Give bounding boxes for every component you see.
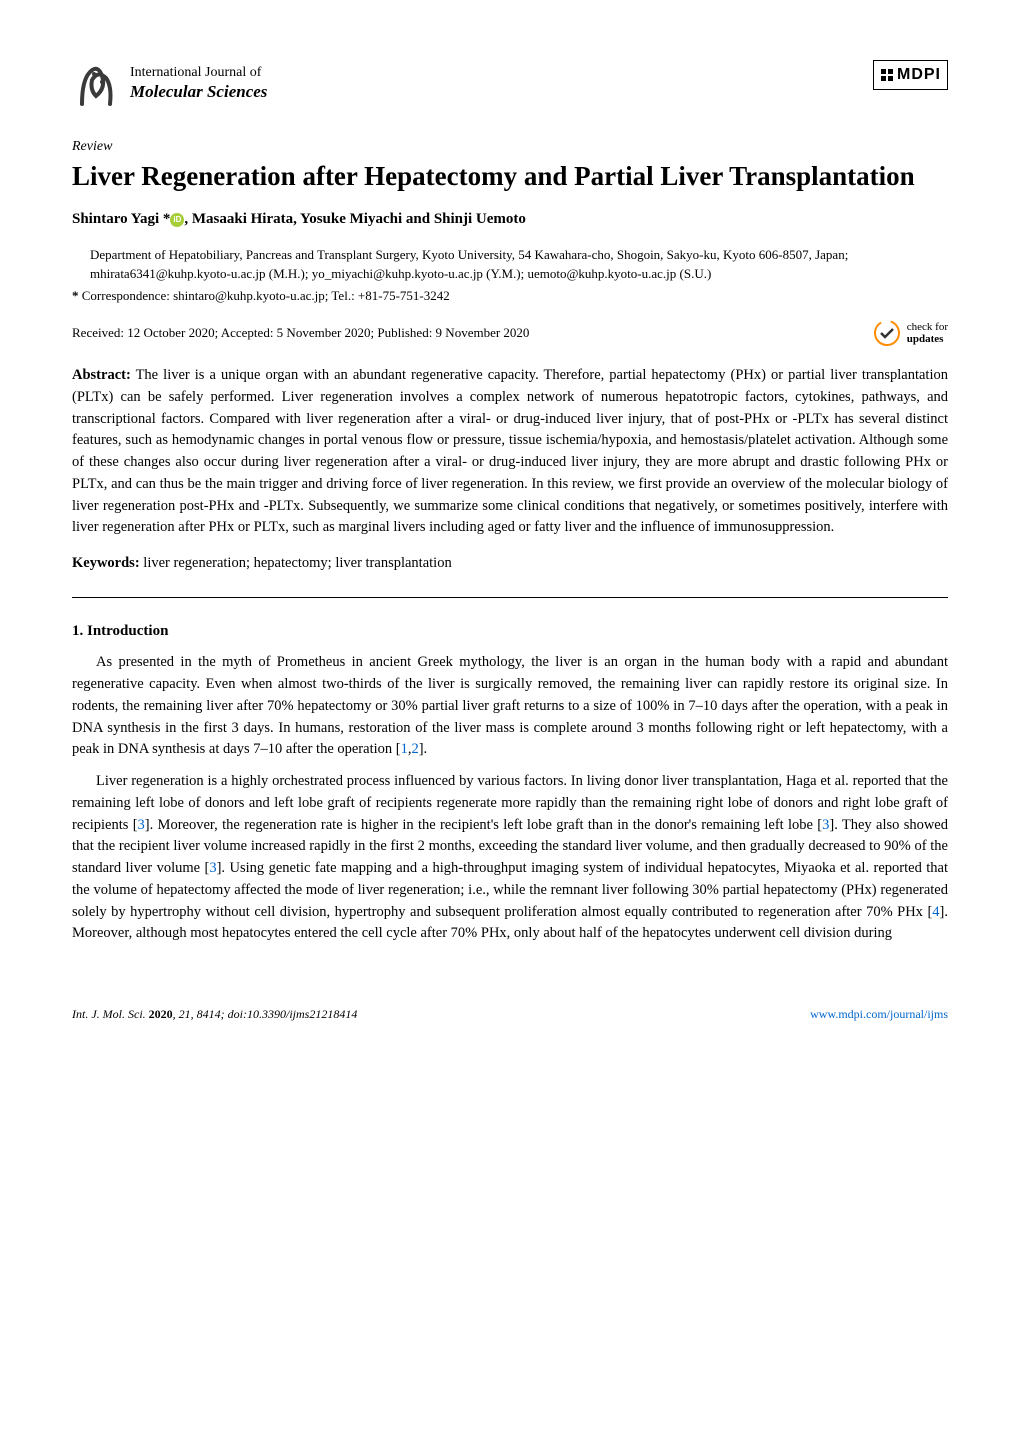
- mdpi-logo-icon: [880, 68, 894, 82]
- keywords: Keywords: liver regeneration; hepatectom…: [72, 553, 948, 575]
- check-updates-icon: [873, 319, 901, 347]
- check-updates-text: check for updates: [907, 321, 948, 345]
- author-rest: , Masaaki Hirata, Yosuke Miyachi and Shi…: [184, 211, 526, 227]
- intro-para-1-text: As presented in the myth of Prometheus i…: [72, 654, 948, 757]
- affiliation: Department of Hepatobiliary, Pancreas an…: [72, 245, 948, 284]
- publication-dates: Received: 12 October 2020; Accepted: 5 N…: [72, 323, 529, 343]
- footer-citation: , 21, 8414; doi:10.3390/ijms21218414: [173, 1007, 358, 1021]
- check-updates-line2: updates: [907, 333, 948, 345]
- footer-journal-link[interactable]: www.mdpi.com/journal/ijms: [810, 1005, 948, 1023]
- mdpi-text: MDPI: [897, 63, 941, 87]
- author-list: Shintaro Yagi * , Masaaki Hirata, Yosuke …: [72, 208, 948, 231]
- p2b: ]. Moreover, the regeneration rate is hi…: [145, 817, 822, 833]
- intro-para-1: As presented in the myth of Prometheus i…: [72, 652, 948, 761]
- check-updates-line1: check for: [907, 321, 948, 333]
- abstract-text: The liver is a unique organ with an abun…: [72, 367, 948, 535]
- check-updates-badge[interactable]: check for updates: [873, 319, 948, 347]
- header-row: International Journal of Molecular Scien…: [72, 60, 948, 108]
- journal-name: International Journal of Molecular Scien…: [130, 65, 267, 102]
- ref-link-1[interactable]: 1: [401, 741, 408, 757]
- footer: Int. J. Mol. Sci. 2020, 21, 8414; doi:10…: [72, 1005, 948, 1023]
- dates-row: Received: 12 October 2020; Accepted: 5 N…: [72, 319, 948, 347]
- journal-brand: International Journal of Molecular Scien…: [72, 60, 267, 108]
- footer-journal-abbrev: Int. J. Mol. Sci.: [72, 1007, 149, 1021]
- mdpi-logo: MDPI: [873, 60, 948, 90]
- section-separator: [72, 597, 948, 598]
- correspondence: * Correspondence: shintaro@kuhp.kyoto-u.…: [72, 286, 948, 306]
- correspondence-text: Correspondence: shintaro@kuhp.kyoto-u.ac…: [82, 288, 450, 303]
- intro-para-1-end: ].: [419, 741, 427, 757]
- orcid-icon[interactable]: [170, 213, 184, 227]
- author-lead: Shintaro Yagi *: [72, 211, 170, 227]
- abstract: Abstract: The liver is a unique organ wi…: [72, 365, 948, 539]
- keywords-label: Keywords:: [72, 555, 140, 571]
- ref-link-3c[interactable]: 3: [209, 860, 216, 876]
- article-type: Review: [72, 136, 948, 157]
- correspondence-star: *: [72, 288, 79, 303]
- journal-name-line2: Molecular Sciences: [130, 82, 267, 102]
- journal-name-line1: International Journal of: [130, 65, 267, 82]
- footer-left: Int. J. Mol. Sci. 2020, 21, 8414; doi:10…: [72, 1005, 357, 1023]
- intro-para-2: Liver regeneration is a highly orchestra…: [72, 771, 948, 945]
- ref-link-4[interactable]: 4: [932, 904, 939, 920]
- section-1-heading: 1. Introduction: [72, 620, 948, 643]
- ref-link-2[interactable]: 2: [411, 741, 418, 757]
- ref-link-3a[interactable]: 3: [138, 817, 145, 833]
- footer-year: 2020: [149, 1007, 173, 1021]
- keywords-text: liver regeneration; hepatectomy; liver t…: [140, 555, 452, 571]
- journal-logo-icon: [72, 60, 120, 108]
- article-title: Liver Regeneration after Hepatectomy and…: [72, 159, 948, 194]
- abstract-label: Abstract:: [72, 367, 131, 383]
